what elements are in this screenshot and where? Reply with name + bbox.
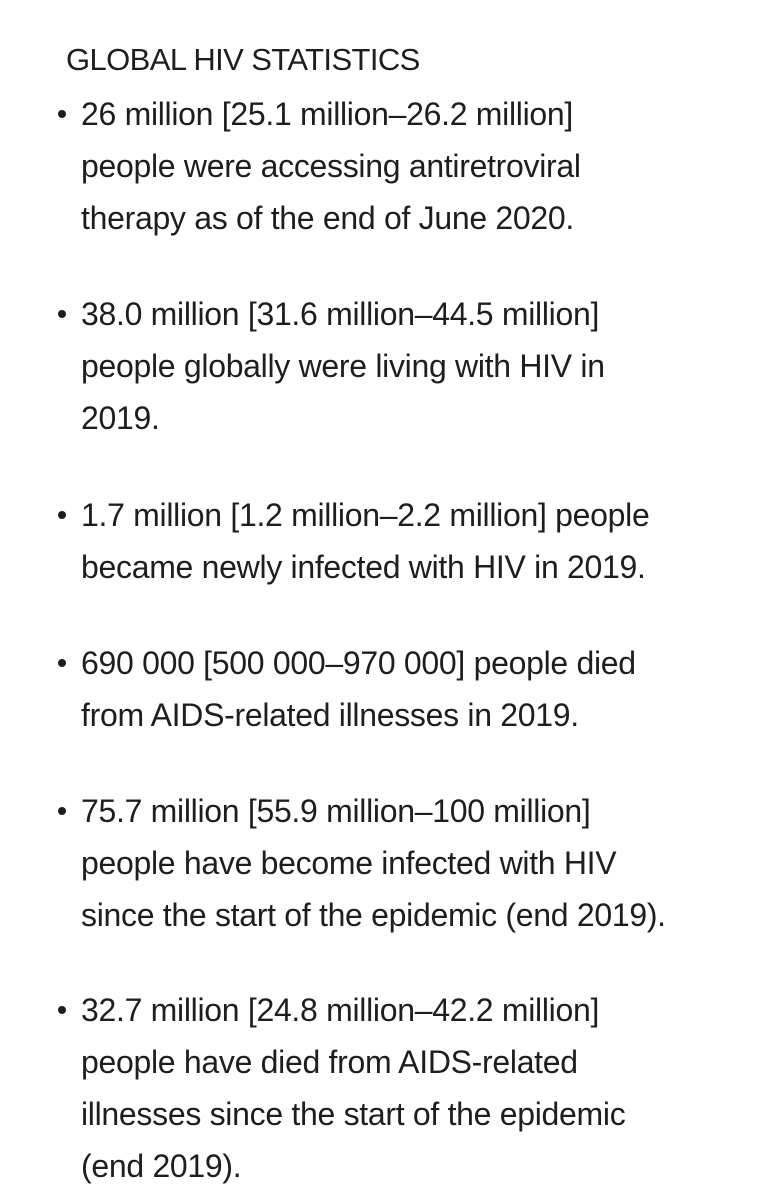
bullet-icon bbox=[56, 489, 78, 541]
statistic-text-line: people were accessing antiretroviral bbox=[81, 148, 581, 184]
statistic-text-line: 690 000 [500 000–970 000] people died bbox=[81, 645, 636, 681]
statistic-text-line: 26 million [25.1 million–26.2 million] bbox=[81, 96, 573, 132]
statistic-item: 26 million [25.1 million–26.2 million] p… bbox=[56, 88, 772, 244]
statistic-item: 690 000 [500 000–970 000] people died fr… bbox=[56, 637, 772, 741]
statistic-text-line: (end 2019). bbox=[81, 1148, 242, 1184]
statistic-text-line: people have become infected with HIV bbox=[81, 845, 617, 881]
statistic-item: 32.7 million [24.8 million–42.2 million]… bbox=[56, 984, 772, 1192]
bullet-icon bbox=[56, 88, 78, 140]
statistic-text-line: became newly infected with HIV in 2019. bbox=[81, 549, 646, 585]
statistic-text-line: 38.0 million [31.6 million–44.5 million] bbox=[81, 296, 600, 332]
statistic-text-line: illnesses since the start of the epidemi… bbox=[81, 1096, 626, 1132]
statistic-item: 1.7 million [1.2 million–2.2 million] pe… bbox=[56, 489, 772, 593]
statistic-text-line: since the start of the epidemic (end 201… bbox=[81, 897, 666, 933]
statistic-text-line: 2019. bbox=[81, 400, 160, 436]
statistic-text-line: from AIDS-related illnesses in 2019. bbox=[81, 697, 579, 733]
statistic-text-line: people have died from AIDS-related bbox=[81, 1044, 578, 1080]
page-title: GLOBAL HIV STATISTICS bbox=[66, 42, 420, 77]
statistic-text-line: therapy as of the end of June 2020. bbox=[81, 200, 574, 236]
bullet-icon bbox=[56, 785, 78, 837]
statistic-text-line: 32.7 million [24.8 million–42.2 million] bbox=[81, 992, 600, 1028]
statistic-item: 75.7 million [55.9 million–100 million] … bbox=[56, 785, 772, 941]
bullet-icon bbox=[56, 637, 78, 689]
bullet-icon bbox=[56, 288, 78, 340]
bullet-icon bbox=[56, 984, 78, 1036]
statistic-text-line: people globally were living with HIV in bbox=[81, 348, 605, 384]
statistic-text-line: 1.7 million [1.2 million–2.2 million] pe… bbox=[81, 497, 650, 533]
statistic-item: 38.0 million [31.6 million–44.5 million]… bbox=[56, 288, 772, 444]
statistic-text-line: 75.7 million [55.9 million–100 million] bbox=[81, 793, 591, 829]
